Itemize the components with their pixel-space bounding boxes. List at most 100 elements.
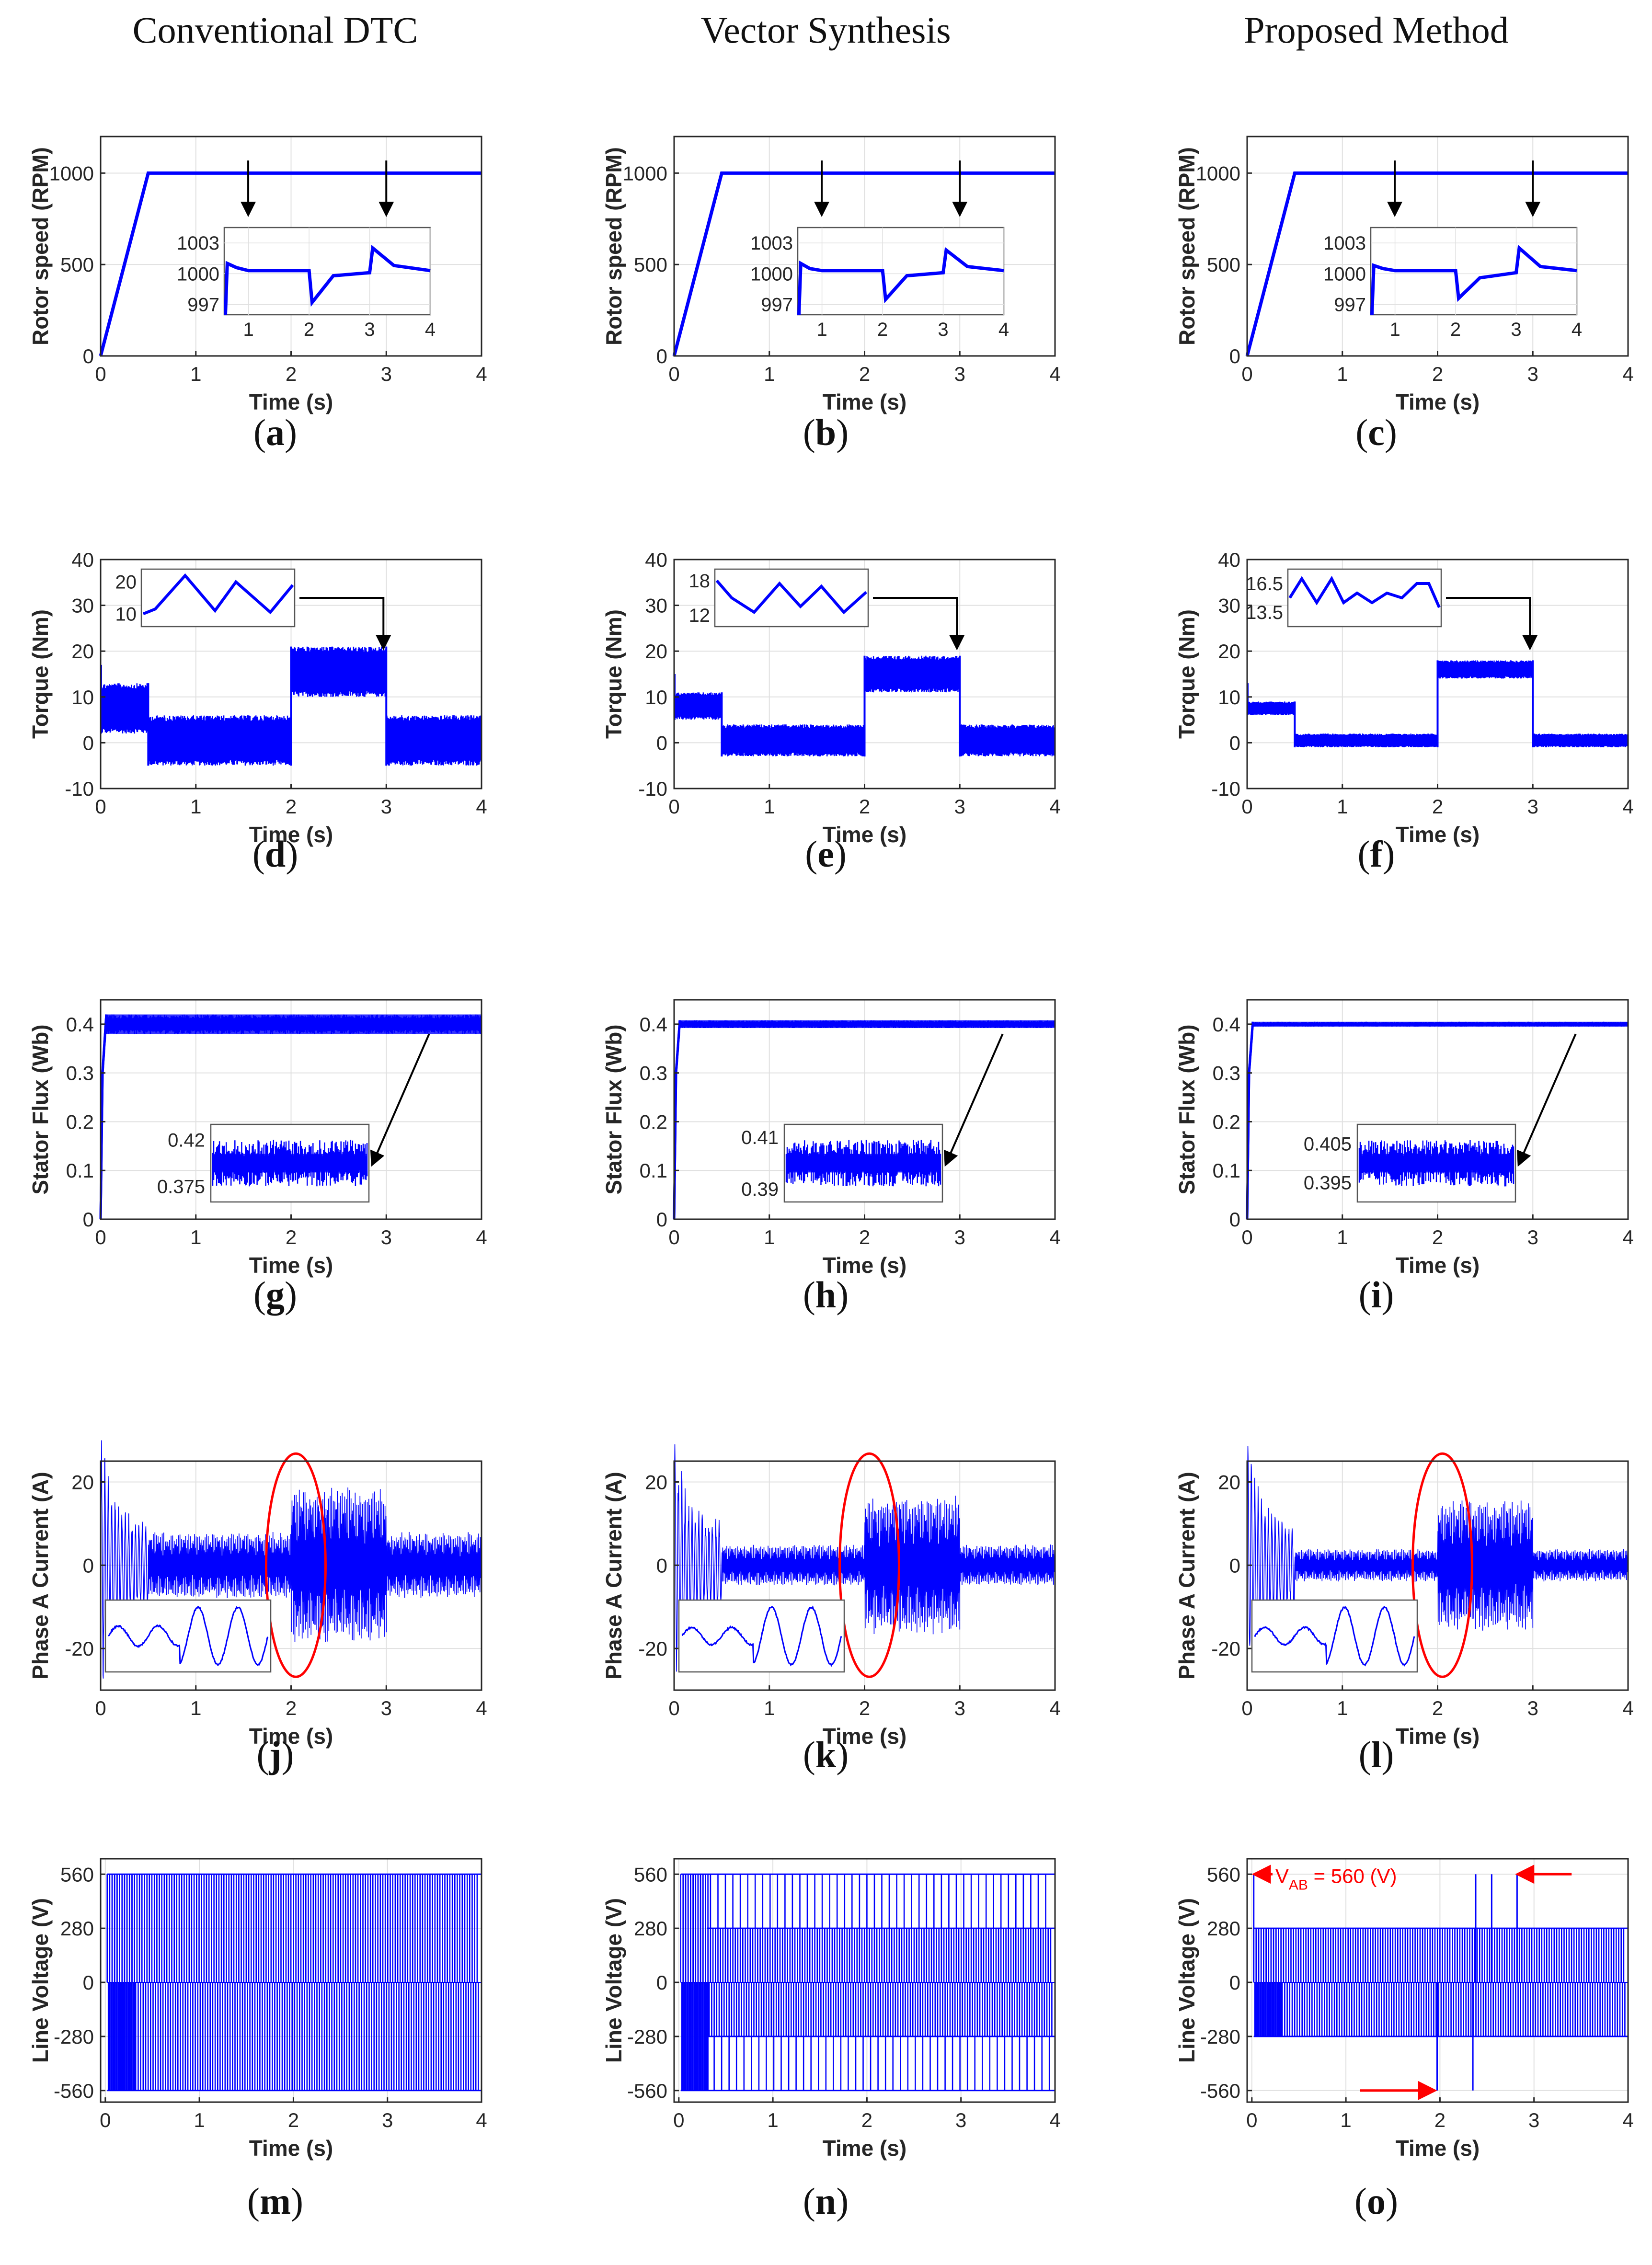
speed-series-line (672, 171, 1055, 356)
x-tick-label: 2 (1432, 795, 1443, 818)
subfigure-letter: g (266, 1274, 285, 1316)
x-tick-label: 2 (1434, 2109, 1446, 2131)
x-tick-label: 3 (954, 1697, 965, 1719)
flux-band-ripple (105, 1014, 482, 1034)
inset-current-waveform (1254, 1606, 1415, 1667)
y-tick-label: 0.2 (1213, 1110, 1240, 1133)
inset-current-waveform (108, 1606, 269, 1667)
inset-y-tick-label: 0.395 (1304, 1173, 1352, 1194)
flux-band-ripple (1252, 1021, 1629, 1027)
axes-box (673, 1858, 1056, 2103)
y-axis-label: Line Voltage (V) (601, 1898, 626, 2063)
x-tick-label: 4 (476, 363, 487, 385)
y-tick-label: 20 (645, 640, 667, 663)
y-tick-label: 0 (656, 1971, 667, 1994)
inset-y-tick-label: 0.41 (741, 1127, 779, 1148)
x-tick-label: 0 (1241, 1226, 1252, 1248)
x-tick-label: 1 (190, 363, 201, 385)
inset-speed-line (224, 245, 431, 315)
y-tick-label: 280 (60, 1917, 94, 1940)
x-tick-label: 1 (1337, 1226, 1348, 1248)
inset-x-tick-label: 2 (1450, 319, 1461, 340)
y-tick-label: 0 (656, 732, 667, 754)
x-tick-label: 3 (381, 363, 392, 385)
subfigure-label-n: (n) (803, 2180, 849, 2222)
inset-torque-ripple (1288, 575, 1441, 608)
y-tick-label: 0.1 (1213, 1159, 1240, 1182)
torque-band-ripple (1294, 733, 1438, 747)
subfigure-label-a: (a) (253, 412, 297, 453)
y-tick-label: 500 (634, 253, 667, 276)
y-tick-label: 0 (656, 345, 667, 367)
inset-x-tick-label: 3 (938, 319, 948, 340)
x-axis-label: Time (s) (249, 2136, 333, 2161)
x-axis-label: Time (s) (1396, 822, 1480, 847)
x-tick-label: 4 (1622, 2109, 1633, 2131)
inset-y-tick-label: 10 (115, 604, 137, 625)
x-tick-label: 0 (1241, 363, 1252, 385)
x-axis-label: Time (s) (823, 1253, 907, 1278)
y-tick-label: -20 (65, 1637, 94, 1660)
x-tick-label: 0 (95, 1697, 106, 1719)
subfigure-letter: o (1367, 2180, 1386, 2222)
y-tick-label: -280 (1200, 2025, 1240, 2048)
subfigure-letter: e (817, 833, 834, 875)
inset-speed-line (1370, 244, 1577, 315)
x-tick-label: 4 (1622, 1697, 1633, 1719)
pointer-arrow (1516, 1033, 1577, 1167)
x-tick-label: 2 (286, 795, 297, 818)
x-tick-label: 3 (382, 2109, 393, 2131)
subfigure-letter: b (815, 412, 837, 453)
y-tick-label: -20 (1211, 1637, 1240, 1660)
inset-x-tick-label: 4 (998, 319, 1009, 340)
x-tick-label: 2 (1432, 1697, 1443, 1719)
current-waveform (100, 1440, 482, 1679)
y-tick-label: 0.3 (1213, 1062, 1240, 1085)
chart-h: 0 1 2 3 4 0 0.1 0.2 0.3 0.4 Time (s) Stator Flux (W… (601, 999, 1061, 1278)
y-axis-label: Stator Flux (Wb) (28, 1024, 53, 1194)
y-tick-label: 560 (1207, 1863, 1240, 1886)
y-axis-label: Phase A Current (A) (28, 1472, 53, 1680)
y-tick-label: -560 (1200, 2080, 1240, 2102)
x-tick-label: 1 (764, 363, 775, 385)
chart-m: 0 1 2 3 4 -560 -280 0 280 560 Time (s) Line Voltage… (28, 1858, 487, 2161)
inset-x-tick-label: 4 (425, 319, 436, 340)
subfigure-letter: n (815, 2180, 837, 2222)
subfigure-label-g: (g) (253, 1274, 297, 1316)
y-tick-label: 0.1 (66, 1159, 94, 1182)
subfigure-letter: a (266, 412, 285, 453)
x-tick-label: 4 (476, 1226, 487, 1248)
x-axis-label: Time (s) (1396, 389, 1480, 414)
chart-o: VAB = 560 (V) 0 1 2 3 4 -560 -280 0 280 560 Time (s… (1174, 1858, 1634, 2161)
torque-band-ripple (721, 724, 865, 756)
pointer-arrow (299, 597, 391, 651)
x-tick-label: 0 (1246, 2109, 1257, 2131)
pointer-arrow (873, 597, 965, 651)
x-tick-label: 0 (668, 795, 679, 818)
inset-current-waveform (681, 1605, 842, 1667)
torque-band-ripple (1532, 733, 1629, 747)
x-tick-label: 1 (1337, 795, 1348, 818)
x-tick-label: 4 (1049, 1697, 1060, 1719)
inset-x-tick-label: 2 (877, 319, 888, 340)
y-axis-label: Torque (Nm) (601, 609, 626, 739)
current-waveform (674, 1444, 1055, 1672)
voltage-pwm-pulses (106, 1874, 479, 2091)
x-tick-label: 3 (1527, 1697, 1538, 1719)
x-tick-label: 3 (1527, 363, 1538, 385)
x-tick-label: 1 (194, 2109, 205, 2131)
y-tick-label: -10 (65, 778, 94, 800)
x-axis-label: Time (s) (1396, 1253, 1480, 1278)
y-tick-label: 0 (83, 1208, 94, 1231)
chart-a: 0 1 2 3 4 0 500 1000 Time (s) Rotor speed (RPM) 1 2… (28, 136, 487, 414)
inset-y-tick-label: 18 (689, 571, 711, 592)
subfigure-letter: c (1368, 412, 1385, 453)
subfigure-label-f: (f) (1357, 833, 1395, 875)
inset-y-tick-label: 1003 (177, 233, 219, 254)
x-tick-label: 3 (954, 795, 965, 818)
y-tick-label: 500 (60, 253, 94, 276)
x-tick-label: 4 (1049, 1226, 1060, 1248)
y-tick-label: 10 (645, 686, 667, 709)
y-axis-label: Rotor speed (RPM) (601, 147, 626, 345)
